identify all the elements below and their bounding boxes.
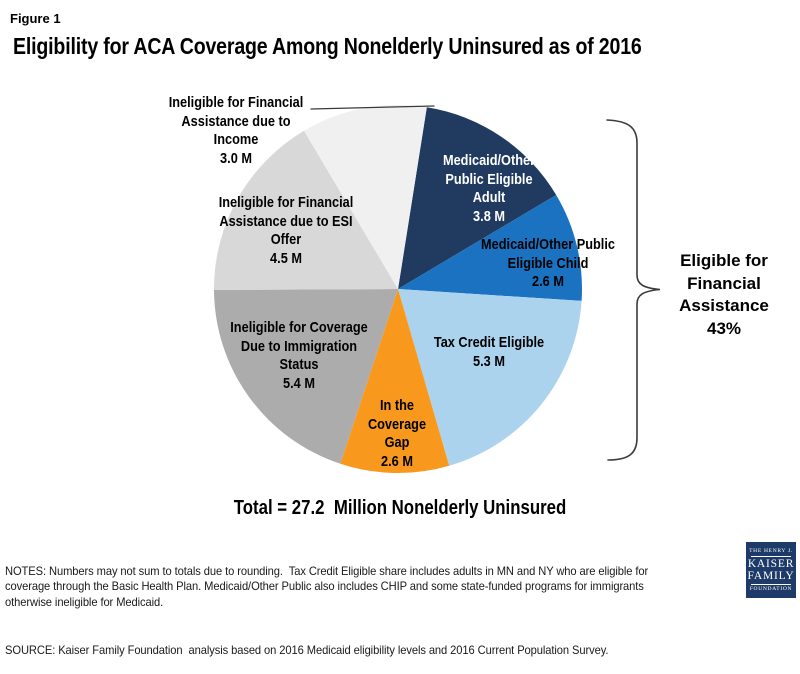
pie-slice-1 — [398, 195, 582, 301]
pie-slice-3 — [340, 289, 450, 473]
footnotes: NOTES: Numbers may not sum to totals due… — [5, 532, 648, 674]
logo-divider-bottom — [751, 583, 791, 585]
pie-slice-4 — [214, 289, 398, 464]
slice-label-coverage-gap: In the Coverage Gap 2.6 M — [367, 397, 427, 470]
slice-label-medicaid-child: Medicaid/Other Public Eligible Child 2.6… — [481, 236, 615, 290]
figure-canvas: { "figure_label": "Figure 1", "title": "… — [5, 11, 796, 657]
pie-slice-5 — [213, 130, 398, 290]
slice-label-esi-offer: Ineligible for Financial Assistance due … — [218, 194, 354, 267]
slice-label-income: Ineligible for Financial Assistance due … — [168, 94, 304, 167]
slice-label-medicaid-adult: Medicaid/Other Public Eligible Adult 3.8… — [442, 152, 536, 225]
slice-label-immigration-status: Ineligible for Coverage Due to Immigrati… — [230, 319, 368, 392]
eligible-bracket — [606, 119, 661, 461]
kff-logo-line2: KAISER — [747, 557, 795, 570]
kff-logo-line4: FOUNDATION — [749, 585, 793, 592]
kff-logo-line1: THE HENRY J. — [749, 547, 793, 554]
pie-slices-group — [213, 105, 582, 473]
source-text: SOURCE: Kaiser Family Foundation analysi… — [5, 642, 609, 657]
total-label: Total = 27.2 Million Nonelderly Uninsure… — [233, 497, 567, 519]
figure-number-label: Figure 1 — [10, 11, 61, 26]
pie-slice-6 — [304, 105, 427, 289]
page-title: Eligibility for ACA Coverage Among Nonel… — [13, 33, 642, 59]
pie-chart — [213, 105, 661, 473]
kff-logo: THE HENRY J. KAISER FAMILY FOUNDATION — [746, 542, 796, 598]
slice-label-tax-credit: Tax Credit Eligible 5.3 M — [433, 334, 545, 370]
pie-slice-2 — [398, 289, 582, 466]
logo-divider-top — [751, 555, 791, 557]
eligible-for-financial-assistance-annotation: Eligible for Financial Assistance 43% — [679, 251, 769, 338]
pie-slice-0 — [398, 107, 557, 289]
kff-logo-line3: FAMILY — [747, 570, 795, 582]
income-leader-line — [310, 105, 435, 110]
notes-text: NOTES: Numbers may not sum to totals due… — [5, 563, 649, 610]
